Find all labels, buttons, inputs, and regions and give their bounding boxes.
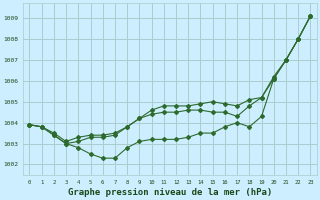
X-axis label: Graphe pression niveau de la mer (hPa): Graphe pression niveau de la mer (hPa) <box>68 188 272 197</box>
